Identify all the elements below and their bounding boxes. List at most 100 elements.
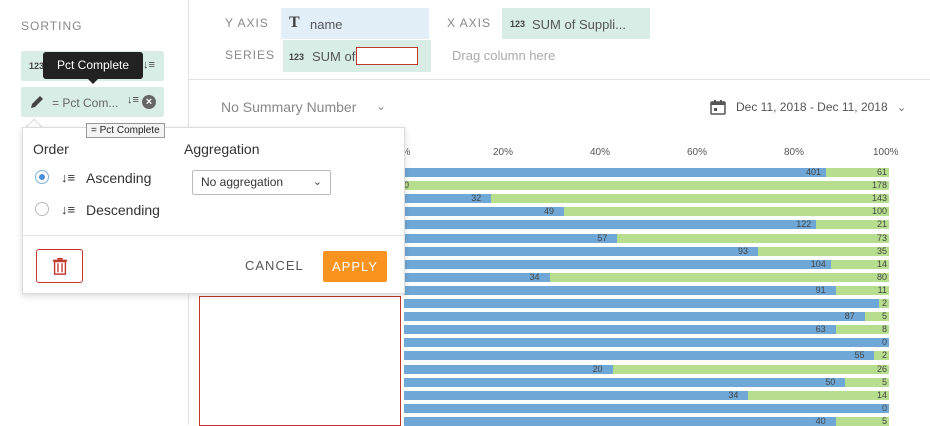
bar-segment-green[interactable] (549, 272, 889, 282)
apply-button[interactable]: APPLY (323, 251, 387, 282)
bar-row[interactable]: 63 8 (404, 324, 889, 335)
bar-segment-blue[interactable] (404, 403, 889, 413)
sort-pill-label: = Pct Com... (52, 96, 119, 110)
bar-segment-green[interactable] (617, 233, 889, 243)
bar-value-blue: 104 (810, 258, 826, 269)
pencil-icon[interactable] (29, 94, 45, 110)
bar-segment-blue[interactable] (404, 377, 846, 387)
sorting-title: SORTING (21, 19, 83, 33)
bar-segment-green[interactable] (491, 194, 889, 204)
bar-row[interactable]: 50 5 (404, 377, 889, 387)
cancel-button[interactable]: CANCEL (245, 258, 304, 273)
bar-row[interactable]: 2 (404, 298, 889, 308)
bar-row[interactable]: 122 21 (404, 219, 889, 230)
chevron-down-icon[interactable]: ⌄ (897, 102, 907, 114)
bar-value-blue: 0 (404, 180, 410, 191)
bar-row[interactable]: 91 11 (404, 284, 889, 295)
bar-segment-green[interactable] (830, 259, 889, 269)
bar-value-green: 100 (871, 206, 887, 217)
descending-label[interactable]: Descending (86, 202, 160, 218)
bar-segment-green[interactable] (874, 351, 889, 361)
bar-segment-green[interactable] (758, 246, 889, 256)
bar-segment-blue[interactable] (404, 246, 759, 256)
bar-row[interactable]: 20 26 (404, 363, 889, 374)
sort-descending-icon[interactable]: ↓≡ (143, 59, 155, 71)
calendar-icon[interactable] (710, 99, 726, 115)
delete-button[interactable] (36, 249, 83, 283)
bar-row[interactable]: 0 178 (404, 180, 889, 191)
sort-ascending-icon[interactable]: ↓≡ (127, 94, 139, 106)
bar-segment-green[interactable] (835, 325, 889, 335)
sort-pill-edit[interactable]: = Pct Com... ↓≡ × (21, 87, 164, 117)
bar-row[interactable]: 40 5 (404, 415, 889, 426)
bar-row[interactable]: 93 35 (404, 245, 889, 256)
y-axis-chip[interactable]: T name (281, 8, 429, 39)
bar-segment-blue[interactable] (404, 168, 826, 177)
bar-segment-green[interactable] (404, 181, 889, 191)
bar-value-green: 26 (876, 363, 887, 374)
bar-segment-green[interactable] (845, 377, 889, 387)
bar-segment-green[interactable] (564, 207, 889, 217)
bar-value-green: 143 (871, 193, 887, 204)
bar-segment-blue[interactable] (404, 312, 865, 322)
bar-segment-blue[interactable] (404, 338, 889, 348)
bar-row[interactable]: 0 (404, 403, 889, 413)
bar-segment-blue[interactable] (404, 207, 565, 217)
bar-segment-blue[interactable] (404, 364, 613, 374)
date-range[interactable]: Dec 11, 2018 - Dec 11, 2018 (736, 100, 888, 114)
order-title: Order (33, 141, 69, 157)
chevron-down-icon[interactable]: ⌄ (376, 99, 387, 113)
close-icon[interactable]: × (142, 95, 156, 109)
aggregation-value: No aggregation (201, 175, 284, 189)
bar-row[interactable]: 49 100 (404, 206, 889, 217)
bar-row[interactable]: 0 (404, 337, 889, 348)
bar-segment-green[interactable] (816, 220, 889, 230)
aggregation-select[interactable]: No aggregation ⌄ (192, 170, 331, 195)
bar-row[interactable]: 87 5 (404, 311, 889, 322)
bar-row[interactable]: 55 2 (404, 350, 889, 361)
x-tick-label: 40% (590, 147, 611, 158)
sort-popover: Order Aggregation ↓≡ Ascending ↓≡ Descen… (22, 127, 405, 294)
bar-segment-green[interactable] (612, 364, 889, 374)
bar-segment-green[interactable] (835, 416, 889, 426)
bar-row[interactable]: 32 143 (404, 193, 889, 204)
bar-segment-blue[interactable] (404, 299, 880, 308)
bar-row[interactable]: 104 14 (404, 258, 889, 269)
bar-row[interactable]: 57 73 (404, 232, 889, 243)
bar-segment-green[interactable] (879, 299, 889, 308)
bar-value-blue: 40 (815, 415, 826, 426)
descending-radio[interactable] (35, 202, 49, 216)
bar-segment-green[interactable] (835, 285, 889, 295)
bar-segment-blue[interactable] (404, 194, 492, 204)
bar-segment-green[interactable] (825, 168, 889, 177)
x-axis-chip[interactable]: 123 SUM of Suppli... (502, 8, 650, 39)
bar-row[interactable]: 34 80 (404, 272, 889, 282)
divider (189, 79, 930, 80)
bar-segment-blue[interactable] (404, 325, 836, 335)
bar-value-green: 11 (877, 284, 887, 295)
chevron-down-icon: ⌄ (312, 176, 322, 188)
bar-row[interactable]: 34 14 (404, 390, 889, 400)
bar-value-green: 73 (876, 232, 887, 243)
ascending-label[interactable]: Ascending (86, 170, 152, 186)
bar-value-green: 35 (876, 245, 887, 256)
bar-value-green: 14 (876, 258, 887, 269)
ascending-radio[interactable] (35, 170, 49, 184)
bar-segment-blue[interactable] (404, 272, 550, 282)
summary-number-select[interactable]: No Summary Number (221, 99, 357, 115)
sort-ascending-icon: ↓≡ (61, 170, 76, 185)
bar-segment-blue[interactable] (404, 233, 618, 243)
series-value: SUM of (312, 49, 356, 64)
bar-segment-blue[interactable] (404, 416, 836, 426)
series-input[interactable] (356, 47, 418, 65)
bar-segment-green[interactable] (748, 390, 889, 400)
bar-value-blue: 57 (597, 232, 608, 243)
bar-segment-blue[interactable] (404, 259, 831, 269)
drag-column-hint[interactable]: Drag column here (452, 48, 556, 63)
bar-segment-blue[interactable] (404, 390, 749, 400)
bar-segment-blue[interactable] (404, 351, 875, 361)
bar-segment-blue[interactable] (404, 285, 836, 295)
bar-row[interactable]: 401 61 (404, 167, 889, 177)
bar-segment-blue[interactable] (404, 220, 817, 230)
bar-segment-green[interactable] (864, 312, 889, 322)
